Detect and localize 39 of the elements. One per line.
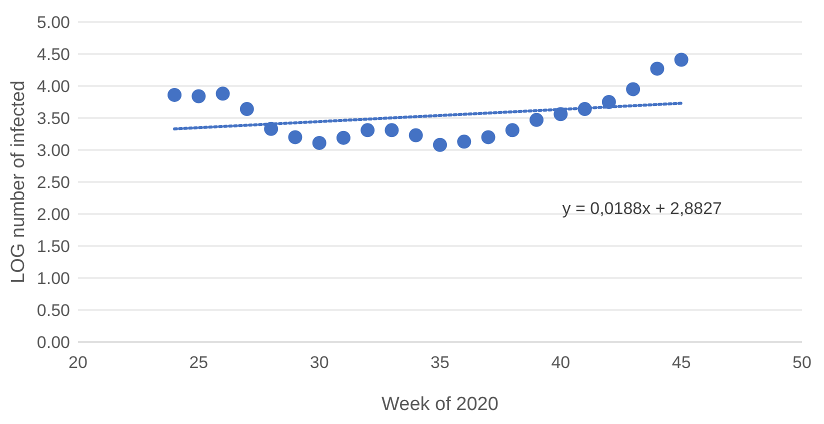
x-tick-label: 40: [551, 353, 570, 372]
point: [481, 130, 496, 144]
x-tick-label: 45: [672, 353, 691, 372]
point: [530, 112, 544, 127]
x-tick-label: 25: [189, 353, 208, 372]
point: [336, 130, 350, 145]
point: [384, 123, 399, 138]
y-tick-label: 0.50: [36, 300, 70, 320]
annotation: y = 0,0188x + 2,8827: [562, 199, 722, 218]
point: [433, 138, 447, 152]
y-tick-label: 0.00: [36, 332, 70, 352]
point: [312, 136, 326, 150]
point: [216, 86, 230, 101]
x-axis-title: Week of 2020: [382, 394, 498, 415]
y-tick-label: 4.50: [36, 44, 70, 64]
point: [408, 128, 423, 142]
point: [240, 102, 254, 116]
x-tick-label: 20: [68, 353, 88, 372]
y-tick-label: 1.00: [36, 268, 70, 288]
point: [192, 89, 206, 104]
point: [168, 88, 182, 102]
point: [650, 62, 664, 76]
y-tick-label: 2.00: [36, 204, 70, 224]
y-tick-label: 2.50: [36, 172, 70, 192]
y-tick-label: 1.50: [36, 236, 70, 256]
y-tick-label: 3.50: [36, 108, 70, 128]
y-axis-title: LOG number of infected: [8, 80, 29, 284]
y-tick-label: 3.00: [36, 140, 70, 160]
y-tick-label: 5.00: [36, 12, 70, 32]
point: [505, 123, 520, 138]
x-tick-label: 30: [310, 353, 329, 372]
point: [674, 52, 688, 67]
y-tick-label: 4.00: [36, 76, 70, 96]
point: [360, 123, 375, 138]
x-tick-label: 50: [792, 353, 812, 372]
point: [288, 130, 302, 144]
point: [626, 82, 640, 96]
x-tick-label: 35: [430, 353, 450, 372]
point: [457, 134, 472, 149]
